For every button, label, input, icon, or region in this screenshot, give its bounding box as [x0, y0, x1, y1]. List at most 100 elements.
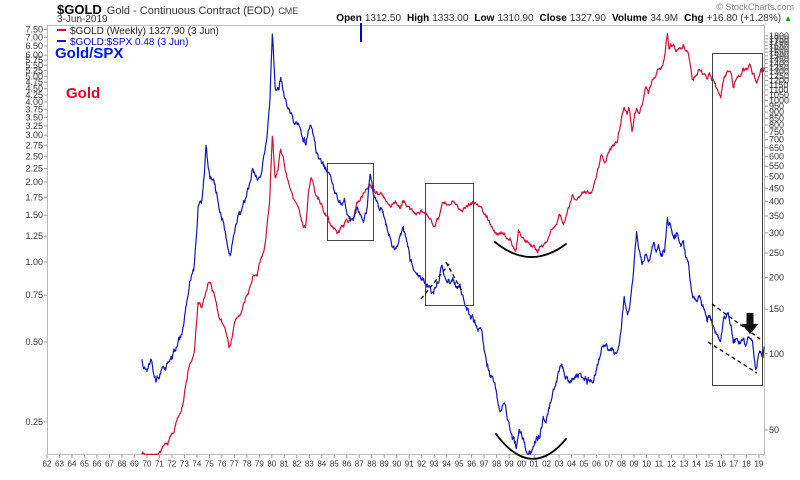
svg-text:19: 19 [754, 460, 763, 469]
gold-spx-annotation-label: Gold/SPX [55, 45, 124, 62]
copyright-link[interactable]: © StockCharts.com [716, 2, 794, 12]
svg-text:4.50: 4.50 [25, 83, 43, 93]
volume-value: 34.9M [650, 13, 679, 24]
svg-text:81: 81 [280, 460, 289, 469]
chart-date: 3-Jun-2019 [57, 14, 108, 25]
gold-spx-ratio-line [141, 33, 765, 455]
svg-text:04: 04 [567, 460, 576, 469]
bottoming-arc-1 [494, 241, 567, 258]
chart-legend: $GOLD (Weekly) 1327.90 (3 Jun) $GOLD:$SP… [57, 27, 219, 49]
legend-gold-text: $GOLD (Weekly) 1327.90 (3 Jun) [70, 26, 219, 37]
svg-text:07: 07 [605, 460, 614, 469]
svg-text:600: 600 [769, 152, 784, 162]
highlight-box-2 [425, 183, 474, 306]
svg-text:1000: 1000 [769, 95, 789, 105]
svg-text:87: 87 [355, 460, 364, 469]
svg-text:1.75: 1.75 [25, 192, 43, 202]
svg-text:1300: 1300 [769, 67, 789, 77]
close-label: Close [539, 13, 567, 24]
svg-text:83: 83 [305, 460, 314, 469]
svg-text:1150: 1150 [769, 80, 788, 90]
svg-text:0.75: 0.75 [25, 290, 43, 300]
svg-text:99: 99 [505, 460, 514, 469]
svg-text:76: 76 [217, 460, 226, 469]
svg-text:86: 86 [342, 460, 351, 469]
svg-text:73: 73 [180, 460, 189, 469]
svg-text:2.25: 2.25 [25, 163, 43, 173]
svg-text:700: 700 [769, 135, 784, 145]
svg-text:1750: 1750 [769, 34, 789, 44]
svg-text:400: 400 [769, 196, 784, 206]
svg-text:72: 72 [167, 460, 176, 469]
close-value: 1327.90 [569, 13, 606, 24]
svg-text:00: 00 [517, 460, 526, 469]
svg-text:67: 67 [105, 460, 114, 469]
svg-text:750: 750 [769, 127, 784, 137]
svg-text:12: 12 [667, 460, 676, 469]
svg-text:16: 16 [717, 460, 726, 469]
svg-text:80: 80 [267, 460, 276, 469]
svg-text:1250: 1250 [769, 71, 789, 81]
x-axis: 62 63 64 65 66 67 68 69 70 71 72 73 74 75 76 77 78 79 80 81… [43, 455, 764, 469]
svg-text:850: 850 [769, 113, 784, 123]
symbol: $GOLD [57, 2, 102, 17]
svg-text:2.00: 2.00 [25, 177, 43, 187]
svg-text:92: 92 [417, 460, 426, 469]
svg-text:100: 100 [769, 349, 784, 359]
svg-text:75: 75 [205, 460, 214, 469]
svg-text:5.25: 5.25 [25, 66, 43, 76]
svg-text:66: 66 [93, 460, 102, 469]
svg-text:1800: 1800 [769, 31, 789, 41]
svg-text:05: 05 [580, 460, 589, 469]
svg-text:96: 96 [467, 460, 476, 469]
svg-text:77: 77 [230, 460, 239, 469]
open-label: Open [336, 13, 362, 24]
svg-text:88: 88 [367, 460, 376, 469]
svg-text:64: 64 [68, 460, 77, 469]
svg-text:02: 02 [542, 460, 551, 469]
svg-text:5.50: 5.50 [25, 60, 43, 70]
svg-text:09: 09 [630, 460, 639, 469]
svg-text:50: 50 [769, 425, 779, 435]
gold-price-line [141, 33, 765, 455]
svg-text:1650: 1650 [769, 40, 789, 50]
high-value: 1333.00 [432, 13, 469, 24]
svg-text:62: 62 [43, 460, 52, 469]
change-value: +16.80 (+1.28%) [706, 13, 782, 24]
svg-text:15: 15 [705, 460, 714, 469]
svg-text:650: 650 [769, 143, 784, 153]
open-value: 1312.50 [364, 13, 402, 24]
svg-text:1500: 1500 [769, 51, 789, 61]
svg-text:3.50: 3.50 [25, 112, 43, 122]
svg-text:1.25: 1.25 [25, 231, 43, 241]
highlight-box-3 [712, 53, 763, 386]
svg-text:2.75: 2.75 [25, 140, 43, 150]
svg-text:1600: 1600 [769, 44, 789, 54]
svg-text:4.25: 4.25 [25, 90, 43, 100]
svg-text:91: 91 [405, 460, 414, 469]
svg-text:03: 03 [555, 460, 564, 469]
svg-text:300: 300 [769, 228, 784, 238]
svg-text:0.25: 0.25 [25, 417, 43, 427]
svg-text:3.00: 3.00 [25, 130, 43, 140]
dashed-trendline-4 [707, 341, 758, 374]
svg-text:1200: 1200 [769, 75, 789, 85]
svg-text:78: 78 [242, 460, 251, 469]
svg-text:950: 950 [769, 101, 784, 111]
svg-text:900: 900 [769, 107, 784, 117]
gold-spx-line-swatch-icon [57, 40, 66, 43]
svg-text:3.75: 3.75 [25, 104, 43, 114]
svg-text:2.50: 2.50 [25, 151, 43, 161]
svg-text:94: 94 [442, 460, 451, 469]
svg-text:65: 65 [80, 460, 89, 469]
svg-text:250: 250 [769, 248, 784, 258]
svg-text:1450: 1450 [769, 55, 789, 65]
svg-text:71: 71 [155, 460, 164, 469]
svg-text:7.00: 7.00 [25, 32, 43, 42]
left-axis: 7.507.006.506.005.755.505.255.004.754.50… [25, 24, 47, 427]
svg-text:550: 550 [769, 161, 784, 171]
low-label: Low [474, 13, 495, 24]
svg-text:01: 01 [530, 460, 539, 469]
